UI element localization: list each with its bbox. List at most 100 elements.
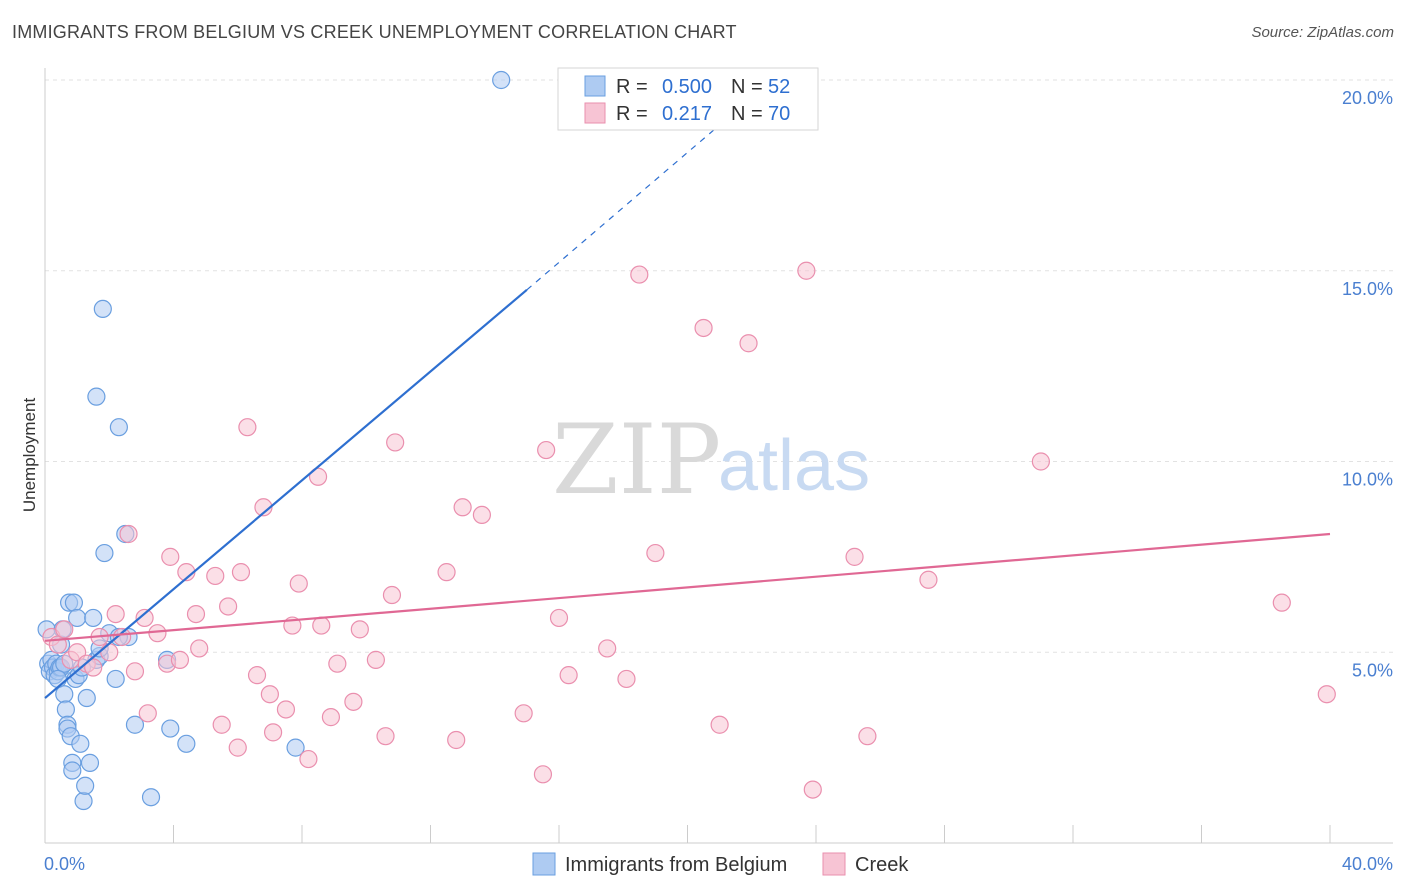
y-tick-labels: 5.0% 10.0% 15.0% 20.0% xyxy=(1342,88,1393,680)
belgium-point xyxy=(87,387,106,406)
belgium-point xyxy=(492,70,511,90)
series-creek xyxy=(42,261,1336,799)
creek-point xyxy=(125,662,145,681)
creek-point xyxy=(55,620,74,639)
legend-swatch-creek xyxy=(584,102,606,124)
creek-point xyxy=(186,604,206,624)
creek-point xyxy=(376,727,395,746)
trendline-creek xyxy=(44,532,1331,642)
creek-point xyxy=(247,666,267,685)
belgium-point xyxy=(48,669,67,689)
belgium-point xyxy=(71,734,90,753)
creek-point xyxy=(598,639,617,658)
belgium-point xyxy=(95,543,114,563)
creek-point xyxy=(472,505,491,525)
x-ticks xyxy=(44,825,1331,843)
belgium-point xyxy=(64,593,84,612)
creek-point xyxy=(170,650,190,669)
creek-point xyxy=(212,715,231,734)
legend-n-label-belgium: N = xyxy=(731,76,763,98)
creek-point xyxy=(344,692,363,711)
y-axis-title: Unemployment xyxy=(20,398,39,513)
chart-source: Source: ZipAtlas.com xyxy=(1251,24,1394,41)
trendline-belgium xyxy=(44,288,528,699)
creek-point xyxy=(119,524,138,544)
watermark-atlas: atlas xyxy=(718,426,870,506)
y-tick-label: 10.0% xyxy=(1342,470,1393,490)
belgium-point xyxy=(125,715,145,734)
creek-point xyxy=(447,730,466,750)
creek-point xyxy=(559,666,578,685)
belgium-point xyxy=(93,299,112,318)
legend-r-value-creek: 0.217 xyxy=(662,103,712,125)
bottom-legend-label-belgium: Immigrants from Belgium xyxy=(565,854,787,876)
creek-point xyxy=(308,467,328,486)
creek-point xyxy=(797,261,816,280)
belgium-point xyxy=(74,791,93,811)
creek-point xyxy=(803,780,822,799)
legend-bottom: Immigrants from Belgium Creek xyxy=(532,852,909,876)
y-tick-label: 5.0% xyxy=(1352,660,1393,680)
y-tick-label: 15.0% xyxy=(1342,279,1393,299)
creek-point xyxy=(276,700,296,719)
creek-point xyxy=(84,658,103,677)
legend-swatch-belgium xyxy=(584,75,606,97)
creek-point xyxy=(328,654,347,673)
belgium-point xyxy=(106,669,125,689)
belgium-point xyxy=(80,753,100,772)
axes xyxy=(44,68,1393,844)
x-tick-label-min: 0.0% xyxy=(44,854,85,874)
creek-point xyxy=(382,585,402,605)
legend-n-label-creek: N = xyxy=(731,103,763,125)
creek-point xyxy=(549,608,569,628)
creek-point xyxy=(646,543,665,563)
creek-point xyxy=(289,574,308,593)
creek-point xyxy=(219,597,238,616)
creek-point xyxy=(514,704,533,723)
creek-point xyxy=(238,418,257,437)
creek-point xyxy=(190,639,209,658)
creek-point xyxy=(100,643,119,662)
chart-title: IMMIGRANTS FROM BELGIUM VS CREEK UNEMPLO… xyxy=(12,22,737,42)
creek-point xyxy=(710,715,729,734)
y-tick-label: 20.0% xyxy=(1342,88,1393,108)
creek-point xyxy=(858,727,877,746)
legend-r-value-belgium: 0.500 xyxy=(662,76,712,98)
creek-point xyxy=(350,620,369,639)
creek-point xyxy=(845,547,864,566)
belgium-point xyxy=(55,685,74,704)
creek-point xyxy=(386,433,405,452)
creek-point xyxy=(694,318,713,338)
watermark: ZIP atlas xyxy=(552,404,870,516)
creek-point xyxy=(321,708,341,727)
belgium-point xyxy=(84,608,103,628)
creek-point xyxy=(739,334,758,353)
creek-point xyxy=(1272,593,1291,612)
creek-point xyxy=(437,563,456,582)
belgium-point xyxy=(109,418,128,437)
creek-point xyxy=(138,704,157,723)
creek-point xyxy=(106,604,125,624)
belgium-point xyxy=(161,719,180,738)
creek-point xyxy=(161,547,180,566)
legend-r-label-creek: R = xyxy=(616,103,648,125)
creek-point xyxy=(231,563,251,582)
legend-n-value-belgium: 52 xyxy=(768,76,790,98)
creek-point xyxy=(366,650,385,669)
creek-point xyxy=(453,498,472,517)
creek-point xyxy=(312,616,331,635)
belgium-point xyxy=(63,761,82,780)
legend-n-value-creek: 70 xyxy=(768,103,790,125)
creek-point xyxy=(263,723,283,742)
creek-point xyxy=(135,608,154,628)
creek-point xyxy=(533,765,553,784)
bottom-legend-label-creek: Creek xyxy=(855,854,909,876)
creek-point xyxy=(260,685,279,704)
creek-point xyxy=(537,440,556,460)
watermark-zip: ZIP xyxy=(552,404,721,516)
legend-r-label-belgium: R = xyxy=(616,76,648,98)
belgium-point xyxy=(177,734,196,753)
belgium-point xyxy=(141,788,161,807)
trendlines xyxy=(44,83,1331,699)
